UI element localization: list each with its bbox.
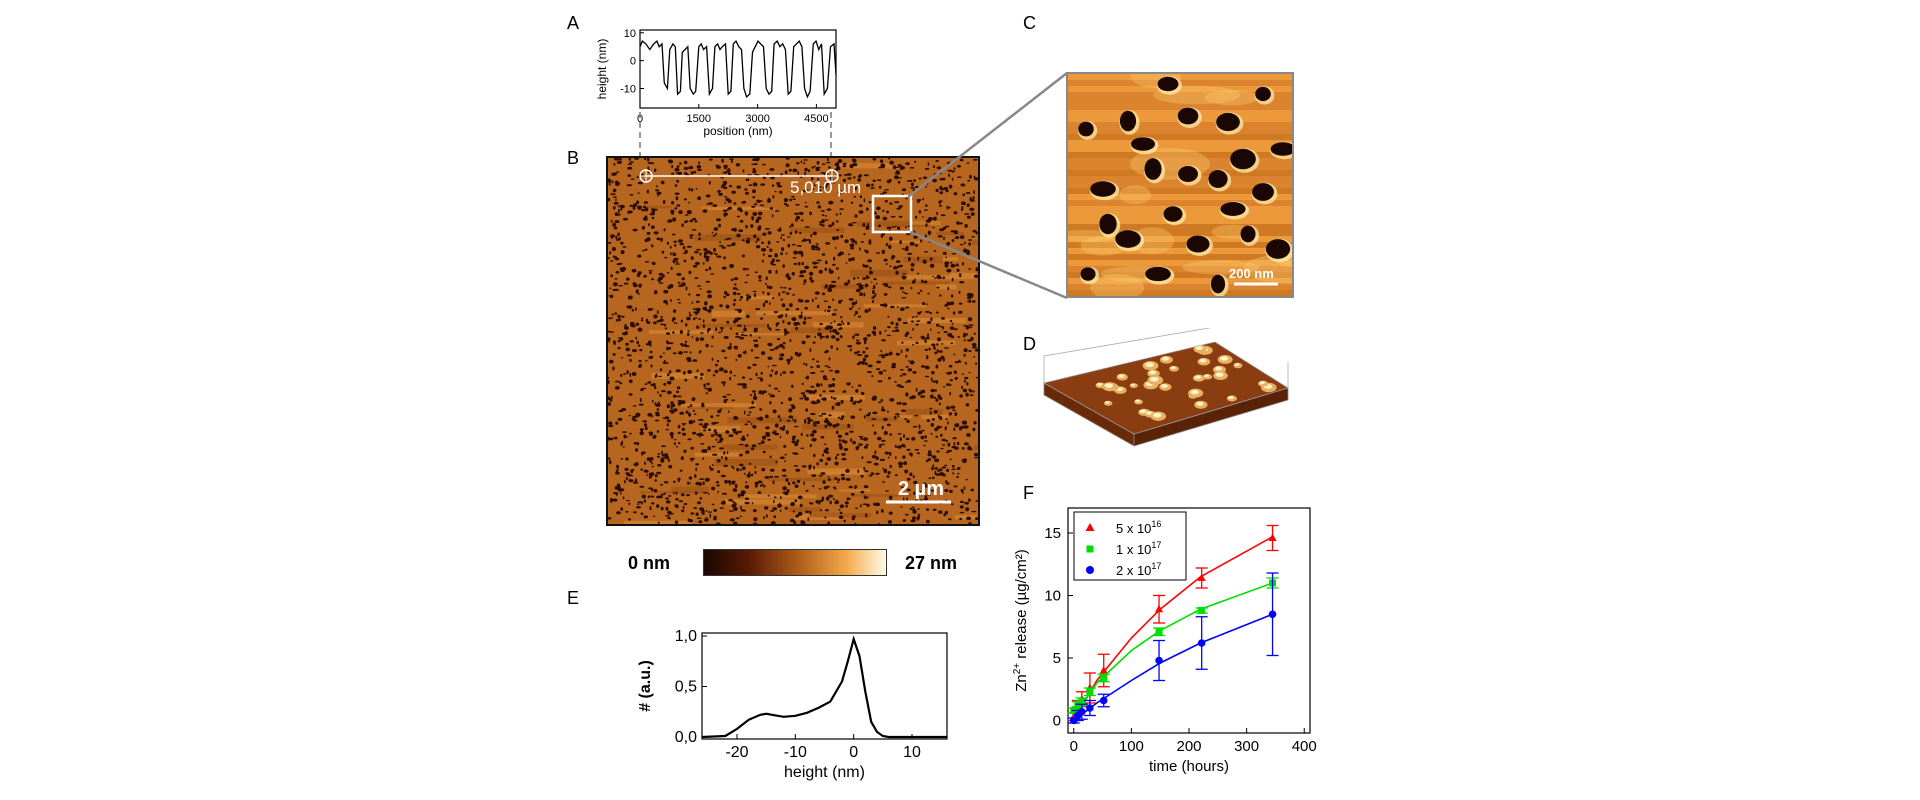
data-point bbox=[1100, 674, 1108, 682]
tick-label-x-f: 400 bbox=[1292, 738, 1317, 755]
afm-3d-rendering bbox=[1042, 328, 1289, 447]
data-point bbox=[1197, 573, 1206, 581]
histogram-line bbox=[701, 635, 947, 739]
tick-label-x-f: 300 bbox=[1234, 738, 1259, 755]
scale-bar-b-label: 2 µm bbox=[898, 478, 944, 500]
legend-marker bbox=[1085, 523, 1095, 531]
tick-label-y-a: 10 bbox=[624, 28, 636, 40]
x-axis-label-e: height (nm) bbox=[784, 764, 865, 781]
height-colorbar bbox=[703, 549, 887, 576]
tick-label-x-a: 4500 bbox=[804, 113, 828, 125]
panel-label-d: D bbox=[1023, 334, 1036, 354]
tick-label-x-a: 0 bbox=[637, 113, 643, 125]
panel-label-c: C bbox=[1023, 13, 1036, 33]
x-axis-label-a: position (nm) bbox=[703, 124, 772, 138]
tick-label-x-e: 10 bbox=[903, 744, 921, 761]
tick-label-y-f: 0 bbox=[1053, 713, 1061, 730]
colorbar-max-label: 27 nm bbox=[905, 553, 958, 573]
zn-release-chart: 0 100 200 300 400 0 5 10 15 5 x 1016 1 x 1017 2 x 1… bbox=[1012, 507, 1317, 775]
tick-label-y-e: 1,0 bbox=[675, 628, 697, 645]
data-point bbox=[1078, 698, 1086, 706]
tick-label-x-a: 3000 bbox=[745, 113, 769, 125]
tick-label-x-a: 1500 bbox=[687, 113, 711, 125]
tick-label-y-f: 10 bbox=[1044, 588, 1061, 605]
profile-line bbox=[639, 39, 837, 99]
y-axis-label-a: height (nm) bbox=[595, 39, 609, 100]
tick-label-y-a: -10 bbox=[620, 84, 636, 96]
panel-label-e: E bbox=[567, 588, 580, 608]
scale-bar-c-label: 200 nm bbox=[1229, 266, 1274, 281]
tick-label-x-f: 100 bbox=[1119, 738, 1144, 755]
y-axis-label-e: # (a.u.) bbox=[637, 660, 654, 712]
height-histogram-chart: -20 -10 0 10 0,0 0,5 1,0 height (nm) # (a.u.) bbox=[637, 628, 948, 781]
legend-marker bbox=[1086, 545, 1094, 553]
data-point bbox=[1197, 639, 1206, 647]
legend: 5 x 1016 1 x 1017 2 x 1017 bbox=[1073, 511, 1187, 581]
tick-label-x-f: 200 bbox=[1176, 738, 1201, 755]
panel-label-a: A bbox=[567, 13, 580, 33]
panel-label-f: F bbox=[1023, 483, 1034, 503]
afm-zoom-overlay bbox=[1234, 282, 1278, 286]
tick-label-x-e: -20 bbox=[725, 744, 748, 761]
tick-label-y-f: 15 bbox=[1044, 525, 1061, 542]
legend-label: 5 x 1016 bbox=[1116, 519, 1161, 536]
data-point bbox=[1155, 656, 1163, 665]
data-point bbox=[1268, 610, 1277, 619]
tick-label-x-e: 0 bbox=[849, 744, 858, 761]
afm-zoom-image bbox=[1066, 72, 1294, 298]
data-point bbox=[1099, 696, 1108, 705]
x-axis-label-f: time (hours) bbox=[1149, 758, 1229, 775]
tick-label-y-a: 0 bbox=[630, 56, 636, 68]
legend-label: 2 x 1017 bbox=[1116, 561, 1161, 578]
afm-overlay bbox=[639, 169, 951, 504]
panel-label-b: B bbox=[567, 148, 580, 168]
tick-label-x-f: 0 bbox=[1070, 738, 1078, 755]
data-point bbox=[1086, 688, 1094, 696]
tick-label-y-e: 0,5 bbox=[675, 679, 697, 696]
data-point bbox=[1078, 707, 1086, 716]
data-point bbox=[1099, 666, 1108, 674]
tick-label-x-e: -10 bbox=[784, 744, 807, 761]
y-axis-label-f: Zn2+ release (µg/cm²) bbox=[1012, 549, 1030, 692]
colorbar-min-label: 0 nm bbox=[628, 553, 671, 573]
profile-length-label: 5,010 µm bbox=[790, 178, 862, 197]
data-point bbox=[1155, 628, 1163, 636]
fit-line bbox=[1073, 536, 1273, 721]
afm-large-image bbox=[606, 156, 980, 526]
zoom-connector-lines bbox=[907, 72, 1068, 300]
data-point bbox=[1198, 607, 1206, 614]
data-point bbox=[1086, 704, 1094, 712]
zoom-region-box bbox=[871, 194, 913, 234]
legend-label: 1 x 1017 bbox=[1116, 540, 1161, 557]
height-profile-chart: 0 1500 3000 4500 10 0 -10 position (nm) height (… bbox=[595, 28, 837, 138]
data-point bbox=[1155, 604, 1164, 613]
legend-marker bbox=[1086, 566, 1094, 574]
tick-label-y-f: 5 bbox=[1053, 650, 1061, 667]
tick-label-y-e: 0,0 bbox=[675, 729, 697, 746]
data-point bbox=[1268, 533, 1277, 541]
